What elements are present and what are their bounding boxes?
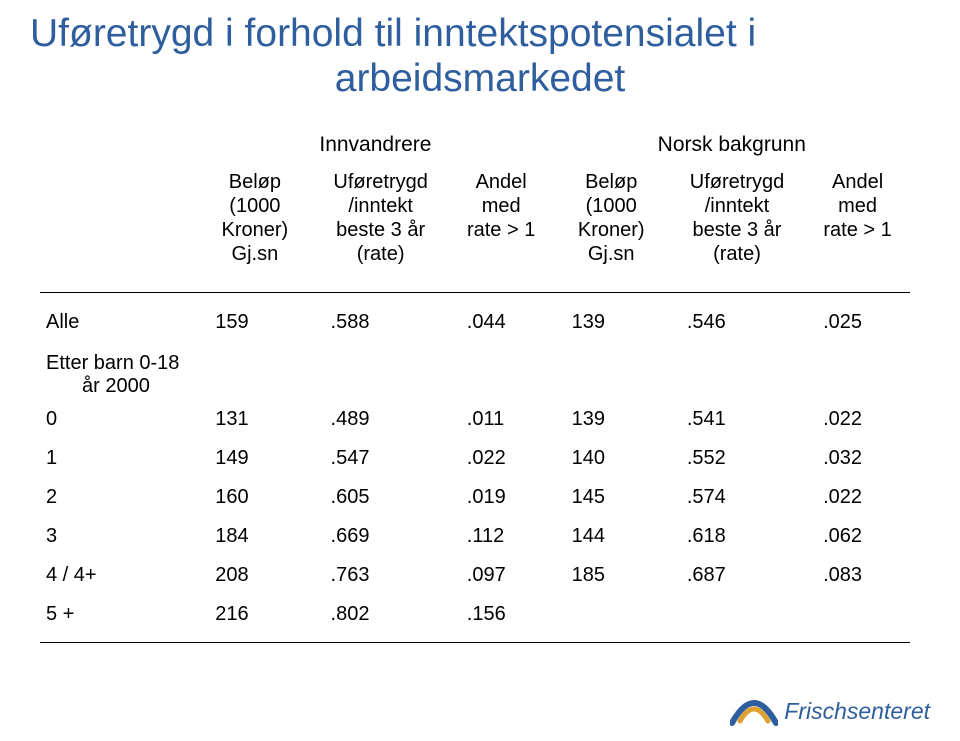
cell: .083	[805, 556, 910, 595]
cell: 159	[197, 303, 312, 342]
cell	[805, 595, 910, 634]
cell: .044	[449, 303, 554, 342]
cell	[554, 595, 669, 634]
cell: 216	[197, 595, 312, 634]
section-label: Etter barn 0-18 år 2000	[40, 342, 910, 400]
row-label: 5 +	[40, 595, 197, 634]
table-row: 1 149 .547 .022 140 .552 .032	[40, 439, 910, 478]
cell: .022	[805, 400, 910, 439]
col-header-5: Uføretrygd /inntekt beste 3 år (rate)	[669, 165, 805, 280]
cell: 131	[197, 400, 312, 439]
frisch-logo-icon	[730, 691, 778, 731]
row-label: 3	[40, 517, 197, 556]
cell: .022	[449, 439, 554, 478]
cell: .062	[805, 517, 910, 556]
cell: .605	[313, 478, 449, 517]
table-row: 2 160 .605 .019 145 .574 .022	[40, 478, 910, 517]
cell: .019	[449, 478, 554, 517]
table-head: Innvandrere Norsk bakgrunn Beløp (1000 K…	[40, 128, 910, 280]
table-row: 3 184 .669 .112 144 .618 .062	[40, 517, 910, 556]
cell: .025	[805, 303, 910, 342]
row-label: 1	[40, 439, 197, 478]
slide: Uføretrygd i forhold til inntektspotensi…	[0, 0, 960, 741]
cell: .552	[669, 439, 805, 478]
cell: 139	[554, 400, 669, 439]
cell: .156	[449, 595, 554, 634]
group-header-2: Norsk bakgrunn	[554, 128, 910, 165]
cell: 139	[554, 303, 669, 342]
cell: .546	[669, 303, 805, 342]
cell: .574	[669, 478, 805, 517]
row-label: 0	[40, 400, 197, 439]
cell: .032	[805, 439, 910, 478]
rule-bottom	[40, 634, 910, 643]
col-header-1: Beløp (1000 Kroner) Gj.sn	[197, 165, 312, 280]
title-line-1: Uføretrygd i forhold til inntektspotensi…	[30, 12, 756, 55]
cell: .011	[449, 400, 554, 439]
row-label: 4 / 4+	[40, 556, 197, 595]
table-body: Alle 159 .588 .044 139 .546 .025 Etter b…	[40, 280, 910, 643]
cell: 145	[554, 478, 669, 517]
cell: 149	[197, 439, 312, 478]
table-row: Alle 159 .588 .044 139 .546 .025	[40, 303, 910, 342]
cell: .669	[313, 517, 449, 556]
cell	[669, 595, 805, 634]
column-header-row: Beløp (1000 Kroner) Gj.sn Uføretrygd /in…	[40, 165, 910, 280]
col-header-6: Andel med rate > 1	[805, 165, 910, 280]
table-row: 5 + 216 .802 .156	[40, 595, 910, 634]
cell: .802	[313, 595, 449, 634]
row-label: 2	[40, 478, 197, 517]
cell: .112	[449, 517, 554, 556]
cell: .763	[313, 556, 449, 595]
cell: .097	[449, 556, 554, 595]
cell: 140	[554, 439, 669, 478]
col-header-3: Andel med rate > 1	[449, 165, 554, 280]
footer-text: Frischsenteret	[784, 698, 930, 725]
group-header-1: Innvandrere	[197, 128, 553, 165]
cell: 144	[554, 517, 669, 556]
group-header-row: Innvandrere Norsk bakgrunn	[40, 128, 910, 165]
table-row: 0 131 .489 .011 139 .541 .022	[40, 400, 910, 439]
col-header-2: Uføretrygd /inntekt beste 3 år (rate)	[313, 165, 449, 280]
cell: .489	[313, 400, 449, 439]
section-label-row: Etter barn 0-18 år 2000	[40, 342, 910, 400]
cell: .588	[313, 303, 449, 342]
cell: 184	[197, 517, 312, 556]
data-table: Innvandrere Norsk bakgrunn Beløp (1000 K…	[40, 128, 910, 643]
cell: .022	[805, 478, 910, 517]
cell: .541	[669, 400, 805, 439]
table-row: 4 / 4+ 208 .763 .097 185 .687 .083	[40, 556, 910, 595]
col-header-4: Beløp (1000 Kroner) Gj.sn	[554, 165, 669, 280]
footer: Frischsenteret	[730, 691, 930, 731]
row-label: Alle	[40, 303, 197, 342]
title-line-2: arbeidsmarkedet	[30, 57, 930, 102]
cell: 208	[197, 556, 312, 595]
data-table-wrap: Innvandrere Norsk bakgrunn Beløp (1000 K…	[40, 128, 910, 643]
cell: .687	[669, 556, 805, 595]
cell: .618	[669, 517, 805, 556]
cell: .547	[313, 439, 449, 478]
page-title: Uføretrygd i forhold til inntektspotensi…	[30, 12, 930, 102]
cell: 160	[197, 478, 312, 517]
cell: 185	[554, 556, 669, 595]
rule-top	[40, 280, 910, 303]
